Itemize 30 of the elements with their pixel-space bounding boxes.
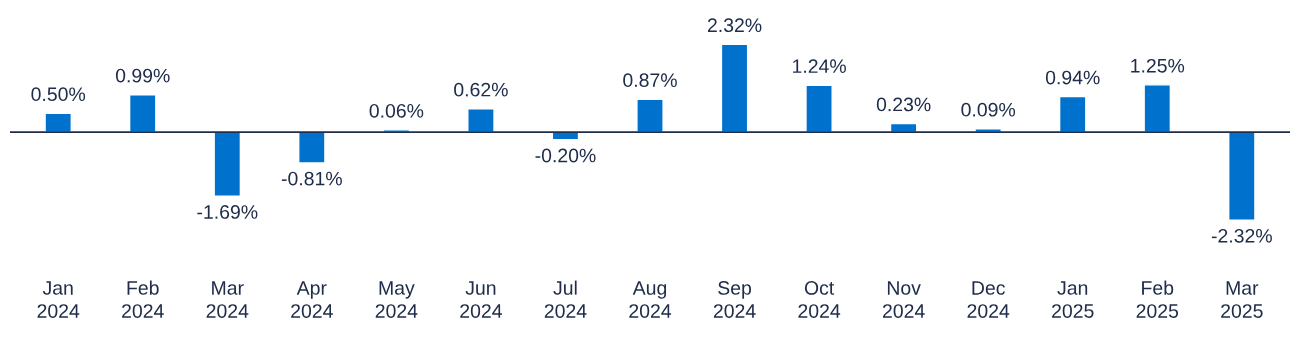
x-tick-label: Sep 2024 xyxy=(713,281,756,318)
data-label: 0.99% xyxy=(115,68,170,83)
data-label: 2.32% xyxy=(707,18,762,33)
data-label: 0.23% xyxy=(876,97,931,112)
x-tick-label: Nov 2024 xyxy=(882,281,925,318)
x-tick-label: May 2024 xyxy=(375,281,418,318)
data-label: -0.81% xyxy=(281,171,342,186)
x-tick-label: Feb 2025 xyxy=(1136,280,1179,318)
x-tick-label: Jan 2024 xyxy=(37,281,80,318)
data-label: 1.24% xyxy=(793,59,846,73)
data-label: -2.32% xyxy=(1211,228,1272,243)
x-tick-label: Mar 2025 xyxy=(1221,281,1263,318)
x-tick-label: Mar 2024 xyxy=(206,281,249,318)
x-tick-label: Feb 2024 xyxy=(122,280,164,318)
x-tick-label: Dec 2024 xyxy=(967,281,1010,318)
data-label: 0.09% xyxy=(961,102,1016,117)
data-label: -0.20% xyxy=(535,148,596,163)
data-label: -1.69% xyxy=(197,205,258,219)
x-tick-label: Jan 2025 xyxy=(1052,281,1094,318)
data-label: 0.62% xyxy=(454,82,508,97)
x-tick-label: Aug 2024 xyxy=(629,281,672,318)
data-label: 1.25% xyxy=(1131,58,1185,73)
data-label: 0.87% xyxy=(623,73,677,88)
x-tick-label: Jun 2024 xyxy=(460,281,502,318)
x-tick-label: Oct 2024 xyxy=(798,281,841,318)
data-label: 0.50% xyxy=(31,87,86,102)
x-tick-label: Apr 2024 xyxy=(291,281,333,318)
data-label: 0.06% xyxy=(369,103,424,118)
x-tick-label: Jul 2024 xyxy=(544,280,587,318)
data-label: 0.94% xyxy=(1045,70,1100,85)
